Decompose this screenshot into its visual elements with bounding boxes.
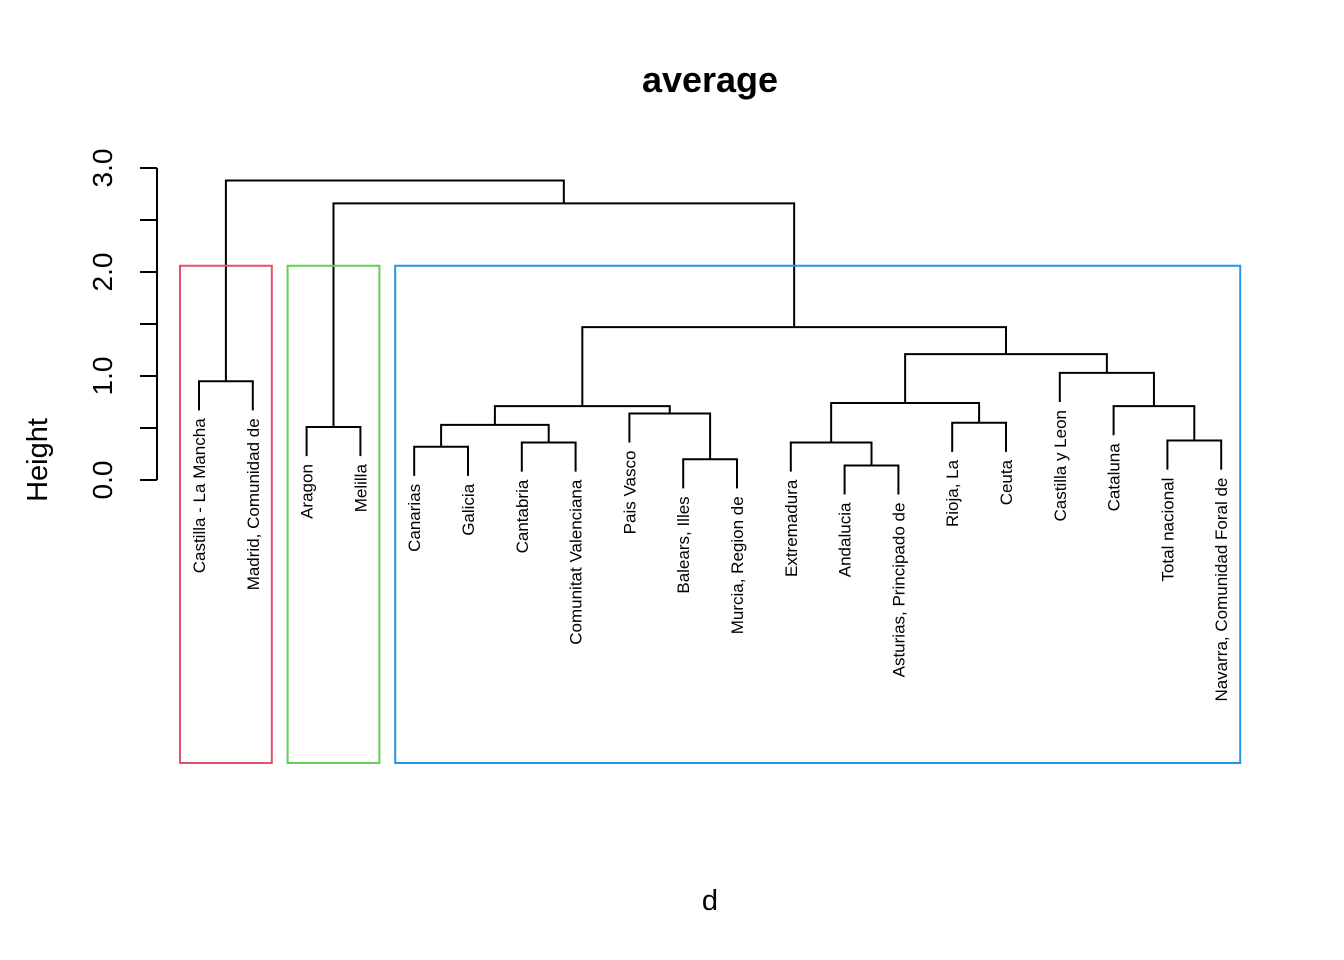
- leaf-label: Murcia, Region de: [728, 496, 747, 634]
- chart-title: average: [642, 59, 778, 100]
- dendrogram-branch: [493, 405, 671, 425]
- leaf-label: Extremadura: [782, 479, 801, 577]
- y-axis-label: Height: [22, 418, 54, 502]
- dendrogram-branch: [904, 353, 1108, 404]
- leaf-label: Cantabria: [513, 479, 532, 553]
- dendrogram-branch: [305, 425, 362, 457]
- cluster-3-rect: [394, 264, 1242, 764]
- leaf-label: Comunitat Valenciana: [567, 479, 586, 645]
- dendrogram-branch: [789, 441, 873, 472]
- cluster-1-rect: [179, 264, 273, 764]
- cluster-rectangles: [179, 264, 1242, 764]
- y-tick-label: 2.0: [87, 253, 118, 292]
- dendrogram-branch: [413, 445, 469, 476]
- leaf-label: Castilla y Leon: [1051, 410, 1070, 522]
- leaf-label: Ceuta: [997, 459, 1016, 505]
- leaf-label: Andalucia: [836, 502, 855, 577]
- x-axis-label: d: [702, 885, 718, 917]
- leaf-label: Melilla: [351, 464, 370, 513]
- dendrogram-branch: [198, 380, 254, 411]
- dendrogram-branch: [843, 464, 900, 495]
- leaf-label: Total nacional: [1158, 478, 1177, 582]
- y-axis: 0.0 1.0 2.0 3.0: [87, 149, 158, 500]
- dendrogram-branch: [682, 458, 738, 489]
- cluster-2-rect: [286, 264, 381, 764]
- leaf-label: Galicia: [459, 483, 478, 536]
- leaf-label: Balears, Illes: [674, 496, 693, 593]
- leaf-label: Aragon: [298, 464, 317, 519]
- y-tick-label: 1.0: [87, 357, 118, 396]
- leaf-label: Navarra, Comunidad Foral de: [1212, 478, 1231, 702]
- leaf-label: Cataluna: [1105, 443, 1124, 512]
- leaf-labels: Castilla - La Mancha Madrid, Comunidad de…: [190, 410, 1231, 702]
- dendrogram-branch: [951, 421, 1007, 452]
- dendrogram-branch: [1058, 371, 1155, 407]
- leaf-label: Rioja, La: [943, 459, 962, 527]
- leaf-label: Asturias, Principado de: [889, 503, 908, 678]
- dendrogram-branch: [1166, 439, 1223, 470]
- dendrogram-branch: [581, 326, 1007, 407]
- dendrogram-branch: [332, 202, 796, 427]
- dendrogram-branch: [1112, 405, 1196, 441]
- y-tick-label: 0.0: [87, 461, 118, 500]
- leaf-label: Madrid, Comunidad de: [244, 418, 263, 590]
- y-tick-label: 3.0: [87, 149, 118, 188]
- dendrogram-tree: [198, 179, 1223, 495]
- dendrogram-branch: [520, 441, 577, 472]
- dendrogram-branch: [628, 412, 712, 460]
- leaf-label: Pais Vasco: [620, 451, 639, 535]
- dendrogram-branch: [224, 179, 565, 382]
- leaf-label: Castilla - La Mancha: [190, 418, 209, 574]
- leaf-label: Canarias: [405, 484, 424, 552]
